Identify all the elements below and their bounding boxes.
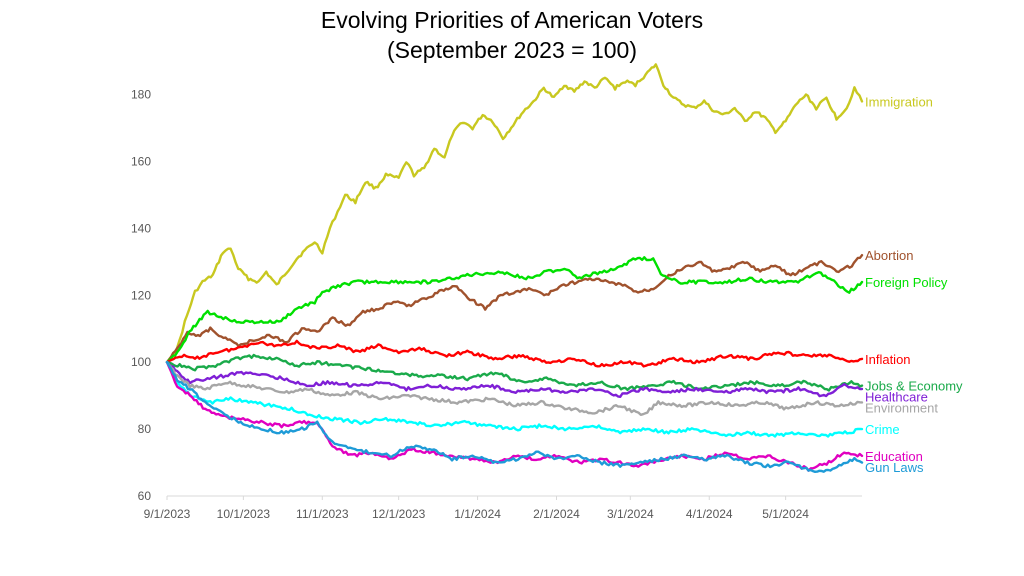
series-line-jobs-economy — [165, 353, 864, 392]
y-tick-label: 120 — [131, 288, 151, 302]
x-tick-label: 3/1/2024 — [607, 507, 654, 521]
series-label-healthcare: Healthcare — [865, 390, 928, 405]
y-axis: 60 80 100 120 140 160 180 — [131, 88, 151, 503]
series-labels: Immigration Abortion Foreign Policy Inflati… — [865, 94, 963, 474]
series-line-crime — [165, 361, 864, 438]
x-tick-label: 10/1/2023 — [217, 507, 271, 521]
series-line-gun-laws — [165, 361, 864, 473]
series-label-gun-laws: Gun Laws — [865, 460, 924, 475]
series-line-environment — [165, 361, 864, 416]
series-line-education — [165, 361, 864, 472]
x-axis: 9/1/2023 10/1/2023 11/1/2023 12/1/2023 1/1/2… — [144, 496, 809, 521]
series-line-immigration — [165, 63, 864, 364]
x-tick-label: 4/1/2024 — [686, 507, 733, 521]
series-line-foreign-policy — [165, 256, 864, 364]
y-tick-label: 180 — [131, 88, 151, 102]
x-tick-label: 11/1/2023 — [296, 507, 349, 521]
x-tick-label: 9/1/2023 — [144, 507, 191, 521]
y-tick-label: 160 — [131, 155, 151, 169]
series-label-foreign-policy: Foreign Policy — [865, 275, 948, 290]
series-label-inflation: Inflation — [865, 352, 911, 367]
series-label-jobs-economy: Jobs & Economy — [865, 379, 963, 394]
x-tick-label: 2/1/2024 — [533, 507, 580, 521]
x-tick-label: 1/1/2024 — [454, 507, 501, 521]
y-tick-label: 140 — [131, 221, 151, 235]
y-tick-label: 80 — [138, 422, 152, 436]
x-tick-label: 5/1/2024 — [762, 507, 809, 521]
series-line-inflation — [165, 339, 864, 368]
x-tick-label: 12/1/2023 — [372, 507, 426, 521]
series-label-education: Education — [865, 449, 923, 464]
chart-title: Evolving Priorities of American Voters — [321, 7, 703, 33]
chart-subtitle: (September 2023 = 100) — [387, 37, 637, 63]
series-line-healthcare — [165, 361, 864, 398]
series-label-crime: Crime — [865, 422, 900, 437]
series-label-environment: Environment — [865, 401, 938, 416]
series-label-abortion: Abortion — [865, 248, 913, 263]
y-tick-label: 60 — [138, 489, 152, 503]
series-line-abortion — [165, 254, 864, 364]
series-lines — [165, 63, 864, 473]
y-tick-label: 100 — [131, 355, 151, 369]
series-label-immigration: Immigration — [865, 94, 933, 109]
